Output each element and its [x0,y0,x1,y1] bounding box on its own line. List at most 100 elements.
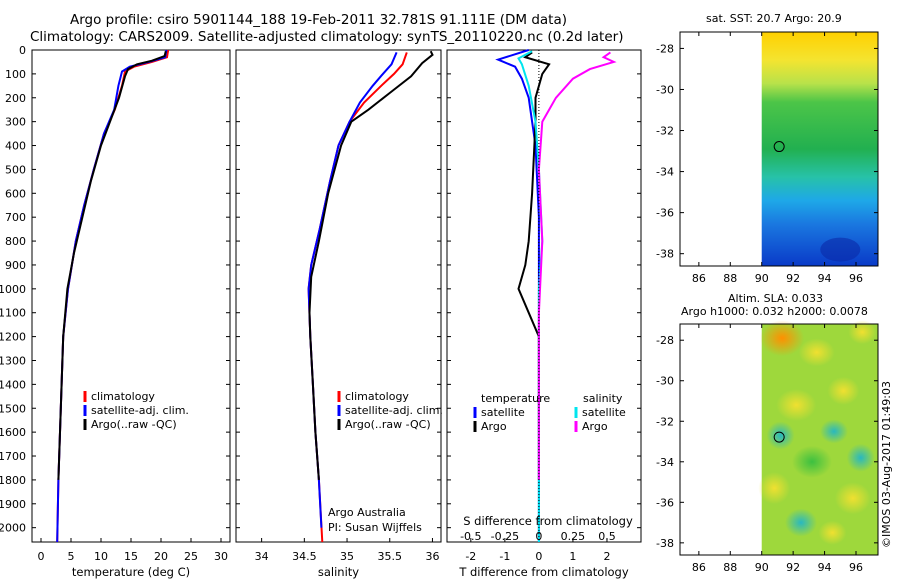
series-line-temperature-satellite [495,49,540,542]
figure-title-line1: Argo profile: csiro 5901144_188 19-Feb-2… [70,12,567,28]
series-line-satellite-adj-clim- [56,49,168,543]
x-axis-label: salinity [318,565,359,579]
profile-location-marker [773,141,785,153]
sst-map: 86 88 90 92 94 96 -28 -30 -32 -34 -36 -38 [656,31,879,285]
lon-tick-label: 90 [755,272,769,285]
lat-tick-label: -32 [656,415,674,428]
x-tick-label: -2 [465,550,476,563]
y-tick-label: 2000 [0,522,26,535]
legend-entry: satellite [582,406,626,419]
series-line-climatology [56,49,170,543]
y-tick-label: 1000 [0,283,26,296]
legend-entry: climatology [345,390,409,403]
sla-anomaly-blob [827,376,860,405]
x-tick-label: 34 [255,550,269,563]
sst-map-title: sat. SST: 20.7 Argo: 20.9 [706,12,842,25]
y-tick-label: 600 [5,187,26,200]
legend-entry: satellite [481,406,525,419]
y-tick-label: 100 [5,68,26,81]
salinity-panel: 34 34.5 35 35.5 36 salinity climatologysatelli… [235,49,443,579]
series-line-temperature-argo [517,51,551,480]
sla-map-title-line1: Altim. SLA: 0.033 [728,292,824,305]
series-line-salinity-argo [537,51,617,480]
salinity-diff-axis-label: S difference from climatology [463,514,633,528]
legend-entry: Argo(..raw -QC) [91,418,177,431]
lat-tick-label: -32 [656,125,674,138]
lon-tick-label: 92 [786,561,800,574]
sla-anomaly-blob [834,482,871,515]
x-tick-label: 35.5 [378,550,403,563]
x-tick-label: 34.5 [292,550,317,563]
sla-map: 86 88 90 92 94 96 -28 -30 -32 -34 -36 -38 [656,320,879,574]
lon-tick-label: 90 [755,561,769,574]
figure-title-line2: Climatology: CARS2009. Satellite-adjuste… [30,29,624,45]
x-tick-label: 35 [340,550,354,563]
sla-anomaly-blob [846,443,875,472]
lat-tick-label: -34 [656,166,674,179]
x-axis-label: T difference from climatology [458,565,629,579]
y-tick-label: 1400 [0,378,26,391]
x-tick-label: 25 [184,550,198,563]
lon-tick-label: 96 [849,561,863,574]
y-tick-label: 300 [5,116,26,129]
plot-frame [235,49,442,543]
y-tick-label: 1900 [0,498,26,511]
x-tick-label: 0 [535,550,542,563]
y-tick-label: 500 [5,163,26,176]
series-line-argo-raw-qc- [308,50,434,480]
lon-tick-label: 88 [723,561,737,574]
lat-tick-label: -30 [656,83,674,96]
sst-cold-patch [820,237,861,262]
legend-entry: Argo [481,420,507,433]
sla-anomaly-blob [798,338,835,367]
y-tick-label: 200 [5,92,26,105]
salinity-diff-tick-label: 0.25 [561,530,586,543]
x-axis-label: temperature (deg C) [72,565,190,579]
series-line-satellite-adj-clim- [307,52,398,528]
y-tick-label: 1600 [0,426,26,439]
map-frame [679,323,879,556]
y-tick-label: 400 [5,140,26,153]
legend-entry: satellite-adj. clim. [345,404,443,417]
sst-field [761,32,878,266]
salinity-diff-tick-label: 0.5 [598,530,616,543]
legend-entry: Argo [582,420,608,433]
lon-tick-label: 94 [818,561,832,574]
y-tick-label: 1300 [0,354,26,367]
lat-tick-label: -34 [656,456,674,469]
lon-tick-label: 92 [786,272,800,285]
lat-tick-label: -30 [656,375,674,388]
lat-tick-label: -28 [656,42,674,55]
x-tick-label: 36 [425,550,439,563]
salinity-diff-tick-label: -0.5 [460,530,481,543]
sla-anomaly-blob [818,520,847,545]
plot-frame [446,49,642,543]
annotation-line1: Argo Australia [328,506,406,519]
sla-anomaly-blob [820,419,848,444]
y-tick-label: 900 [5,259,26,272]
legend-entry: climatology [91,390,155,403]
temperature-panel: 0 5 10 15 20 25 300100200300400500600700800900… [0,44,231,579]
x-tick-label: 2 [603,550,610,563]
y-tick-label: 1700 [0,450,26,463]
salinity-diff-tick-label: -0.25 [491,530,519,543]
y-tick-label: 800 [5,235,26,248]
lon-tick-label: 86 [692,272,706,285]
salinity-diff-tick-label: 0 [535,530,542,543]
lat-tick-label: -38 [656,537,674,550]
difference-panel: -2 -1 0 1 2 T difference from climatology -0.5… [446,49,642,579]
sla-anomaly-blob [785,508,817,537]
x-tick-label: -1 [499,550,510,563]
x-tick-label: 5 [68,550,75,563]
x-tick-label: 20 [154,550,168,563]
series-line-argo-raw-qc- [57,50,167,480]
lat-tick-label: -36 [656,207,674,220]
sla-anomaly-blob [792,445,832,478]
sla-anomaly-blob [760,320,805,357]
legend-entry: Argo(..raw -QC) [345,418,431,431]
lon-tick-label: 86 [692,561,706,574]
lon-tick-label: 94 [818,272,832,285]
legend-header-temperature: temperature [481,392,550,405]
x-tick-label: 10 [94,550,108,563]
